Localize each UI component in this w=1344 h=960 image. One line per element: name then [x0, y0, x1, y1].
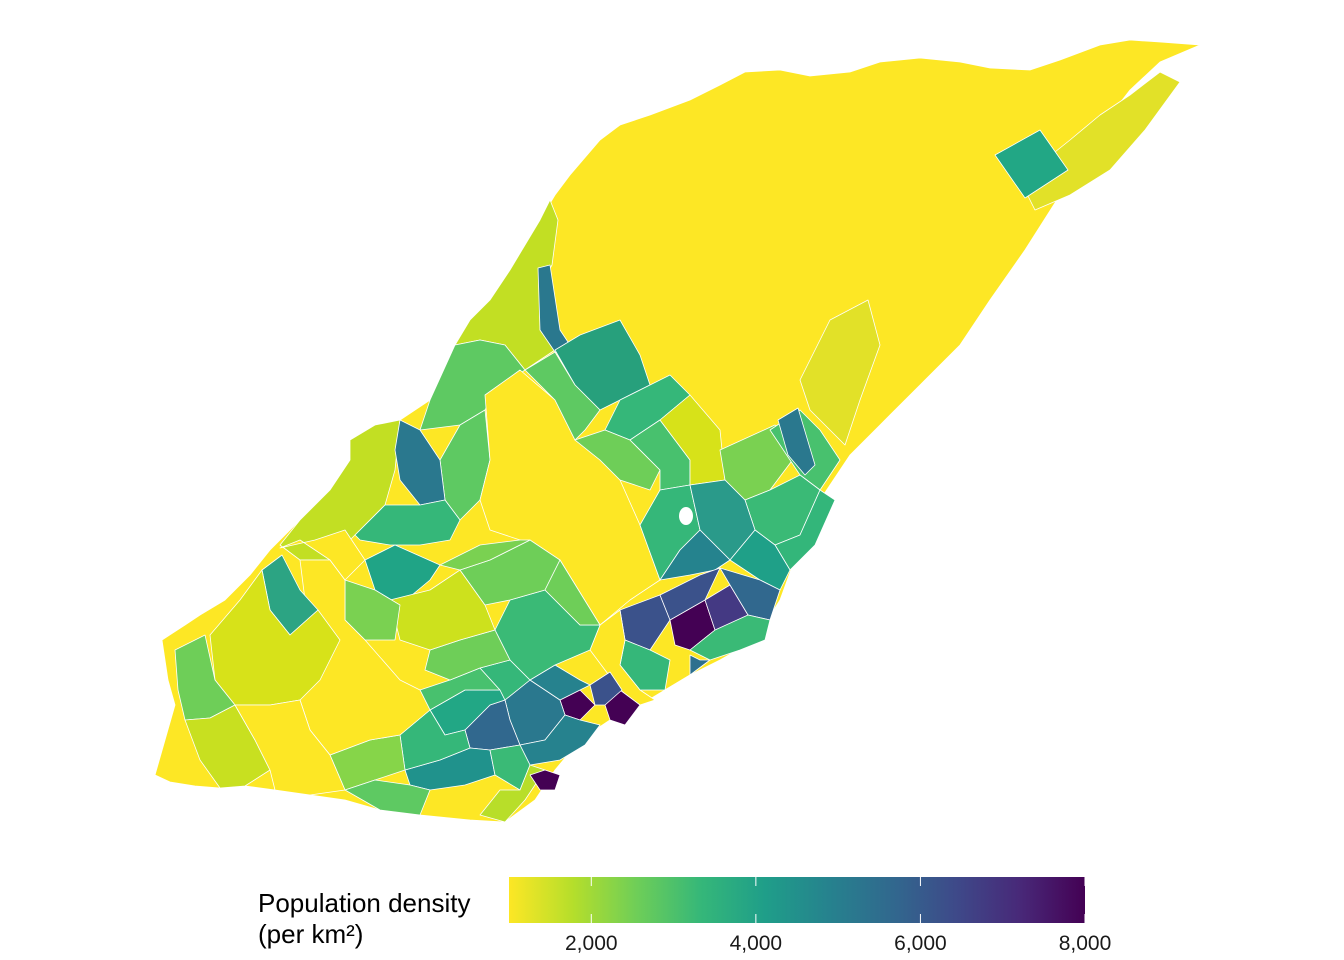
region-central-lime-1 [574, 429, 661, 491]
colorbar-tick-label: 6,000 [894, 932, 947, 955]
region-purple-8 [589, 671, 623, 706]
region-ne-teal [994, 129, 1069, 199]
region-east-strip [799, 299, 881, 446]
region-s-purple-port [529, 769, 561, 791]
colorbar-gradient [509, 877, 1085, 923]
region-s-teal-4 [519, 714, 601, 766]
legend-colorbar [509, 877, 1085, 923]
region-s-green-2 [399, 709, 471, 771]
colorbar-tick-label: 4,000 [729, 932, 783, 955]
region-wb-yellow-2 [234, 699, 346, 796]
region-si-lime-1 [424, 629, 511, 681]
region-w-green-3 [354, 499, 461, 546]
region-si-green-5 [544, 559, 601, 626]
region-si-lime-3 [439, 539, 531, 571]
lake [679, 507, 693, 525]
region-green-se-1 [689, 614, 771, 661]
region-s-green-3 [344, 779, 431, 816]
region-cw-yellow-strip [279, 529, 366, 581]
legend-title-line1: Population density [258, 888, 471, 918]
legend-title-line2: (per km²) [258, 919, 364, 949]
region-east-teal [777, 407, 816, 476]
colorbar-tick-label: 2,000 [565, 932, 618, 955]
colorbar-ticks [590, 877, 1085, 923]
region-yellow-strip [589, 609, 656, 706]
map-regions [154, 39, 1201, 823]
region-central-green-3 [524, 351, 601, 441]
legend-title: Population density (per km²) [258, 888, 470, 950]
region-s-lime-2 [479, 764, 546, 823]
region-purple-3 [659, 567, 721, 621]
region-teal-se-3 [654, 654, 711, 701]
colorbar-tick-label: 8,000 [1058, 932, 1112, 955]
region-si-yellowgreen-1 [389, 569, 496, 651]
